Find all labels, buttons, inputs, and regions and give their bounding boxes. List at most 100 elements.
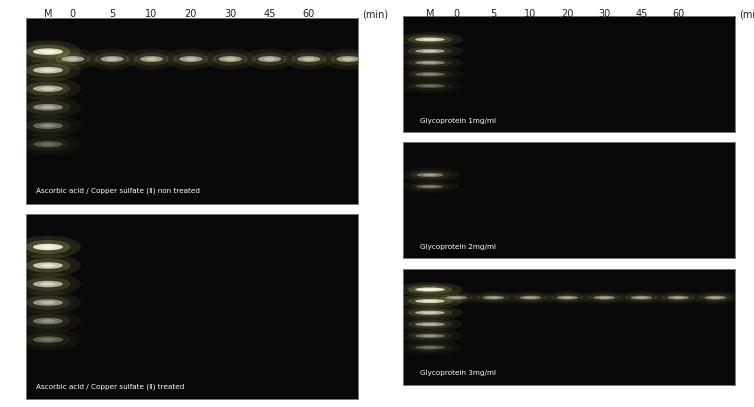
Text: Ascorbic acid / Copper sulfate (Ⅱ) non treated: Ascorbic acid / Copper sulfate (Ⅱ) non t…: [36, 188, 201, 194]
Ellipse shape: [26, 63, 70, 77]
Ellipse shape: [225, 57, 236, 61]
Ellipse shape: [397, 294, 463, 308]
Ellipse shape: [488, 297, 499, 299]
Ellipse shape: [397, 282, 463, 297]
Ellipse shape: [704, 296, 726, 300]
Ellipse shape: [422, 323, 437, 325]
Ellipse shape: [41, 282, 56, 286]
Ellipse shape: [284, 49, 335, 70]
Ellipse shape: [514, 293, 547, 302]
Ellipse shape: [331, 53, 366, 66]
Ellipse shape: [562, 297, 573, 299]
Text: 5: 5: [490, 9, 497, 19]
Ellipse shape: [15, 59, 81, 81]
Ellipse shape: [446, 296, 467, 300]
Ellipse shape: [33, 123, 63, 129]
Ellipse shape: [407, 47, 452, 55]
Ellipse shape: [264, 57, 275, 61]
Ellipse shape: [33, 299, 63, 306]
Ellipse shape: [41, 264, 56, 267]
Ellipse shape: [415, 49, 445, 53]
Ellipse shape: [699, 293, 731, 302]
Ellipse shape: [397, 33, 463, 46]
Ellipse shape: [415, 61, 445, 65]
Ellipse shape: [15, 77, 81, 100]
Ellipse shape: [336, 56, 360, 62]
Ellipse shape: [407, 320, 452, 329]
Ellipse shape: [415, 311, 445, 315]
Ellipse shape: [26, 44, 70, 59]
Ellipse shape: [581, 291, 628, 304]
Ellipse shape: [422, 300, 437, 302]
Ellipse shape: [630, 296, 652, 300]
Text: 10: 10: [146, 9, 158, 19]
Ellipse shape: [15, 96, 81, 118]
Ellipse shape: [33, 104, 63, 110]
Ellipse shape: [26, 81, 70, 96]
Ellipse shape: [100, 56, 124, 62]
Ellipse shape: [422, 85, 437, 87]
Text: M: M: [44, 9, 52, 19]
Ellipse shape: [618, 291, 665, 304]
Ellipse shape: [56, 53, 90, 66]
Ellipse shape: [397, 306, 463, 320]
Ellipse shape: [297, 56, 320, 62]
Ellipse shape: [41, 338, 56, 341]
Ellipse shape: [415, 84, 445, 88]
Ellipse shape: [33, 85, 63, 92]
Ellipse shape: [407, 35, 452, 44]
Ellipse shape: [415, 346, 445, 350]
Ellipse shape: [710, 297, 721, 299]
Ellipse shape: [422, 50, 437, 52]
Ellipse shape: [417, 173, 443, 177]
Ellipse shape: [415, 287, 445, 291]
Ellipse shape: [126, 49, 177, 70]
Text: 30: 30: [598, 9, 611, 19]
Text: 60: 60: [303, 9, 315, 19]
Ellipse shape: [415, 322, 445, 326]
Text: Glycoprotein 1mg/ml: Glycoprotein 1mg/ml: [420, 118, 496, 124]
Ellipse shape: [87, 49, 138, 70]
Ellipse shape: [41, 105, 56, 109]
Ellipse shape: [258, 56, 281, 62]
Ellipse shape: [407, 308, 452, 317]
Text: 45: 45: [635, 9, 648, 19]
Ellipse shape: [33, 336, 63, 343]
Ellipse shape: [185, 57, 197, 61]
Ellipse shape: [625, 293, 657, 302]
Ellipse shape: [26, 333, 70, 347]
Ellipse shape: [673, 297, 684, 299]
Ellipse shape: [407, 58, 452, 67]
Ellipse shape: [400, 168, 459, 182]
Ellipse shape: [410, 183, 450, 190]
Ellipse shape: [407, 343, 452, 352]
Text: 0: 0: [70, 9, 76, 19]
Ellipse shape: [134, 53, 169, 66]
Ellipse shape: [26, 100, 70, 114]
Ellipse shape: [33, 281, 63, 287]
Ellipse shape: [556, 296, 578, 300]
Ellipse shape: [219, 56, 242, 62]
Ellipse shape: [415, 72, 445, 76]
Text: 20: 20: [561, 9, 574, 19]
Ellipse shape: [599, 297, 610, 299]
Ellipse shape: [26, 277, 70, 291]
Ellipse shape: [397, 329, 463, 343]
Ellipse shape: [654, 291, 702, 304]
Ellipse shape: [636, 297, 647, 299]
Ellipse shape: [15, 273, 81, 295]
Ellipse shape: [407, 81, 452, 90]
Ellipse shape: [423, 174, 437, 176]
Ellipse shape: [423, 186, 437, 187]
Ellipse shape: [252, 53, 287, 66]
Ellipse shape: [397, 56, 463, 70]
Ellipse shape: [179, 56, 203, 62]
Ellipse shape: [407, 70, 452, 79]
Ellipse shape: [422, 73, 437, 75]
Ellipse shape: [15, 236, 81, 258]
Ellipse shape: [15, 40, 81, 63]
Ellipse shape: [15, 254, 81, 277]
Ellipse shape: [397, 317, 463, 331]
Ellipse shape: [41, 142, 56, 146]
Text: 10: 10: [524, 9, 537, 19]
